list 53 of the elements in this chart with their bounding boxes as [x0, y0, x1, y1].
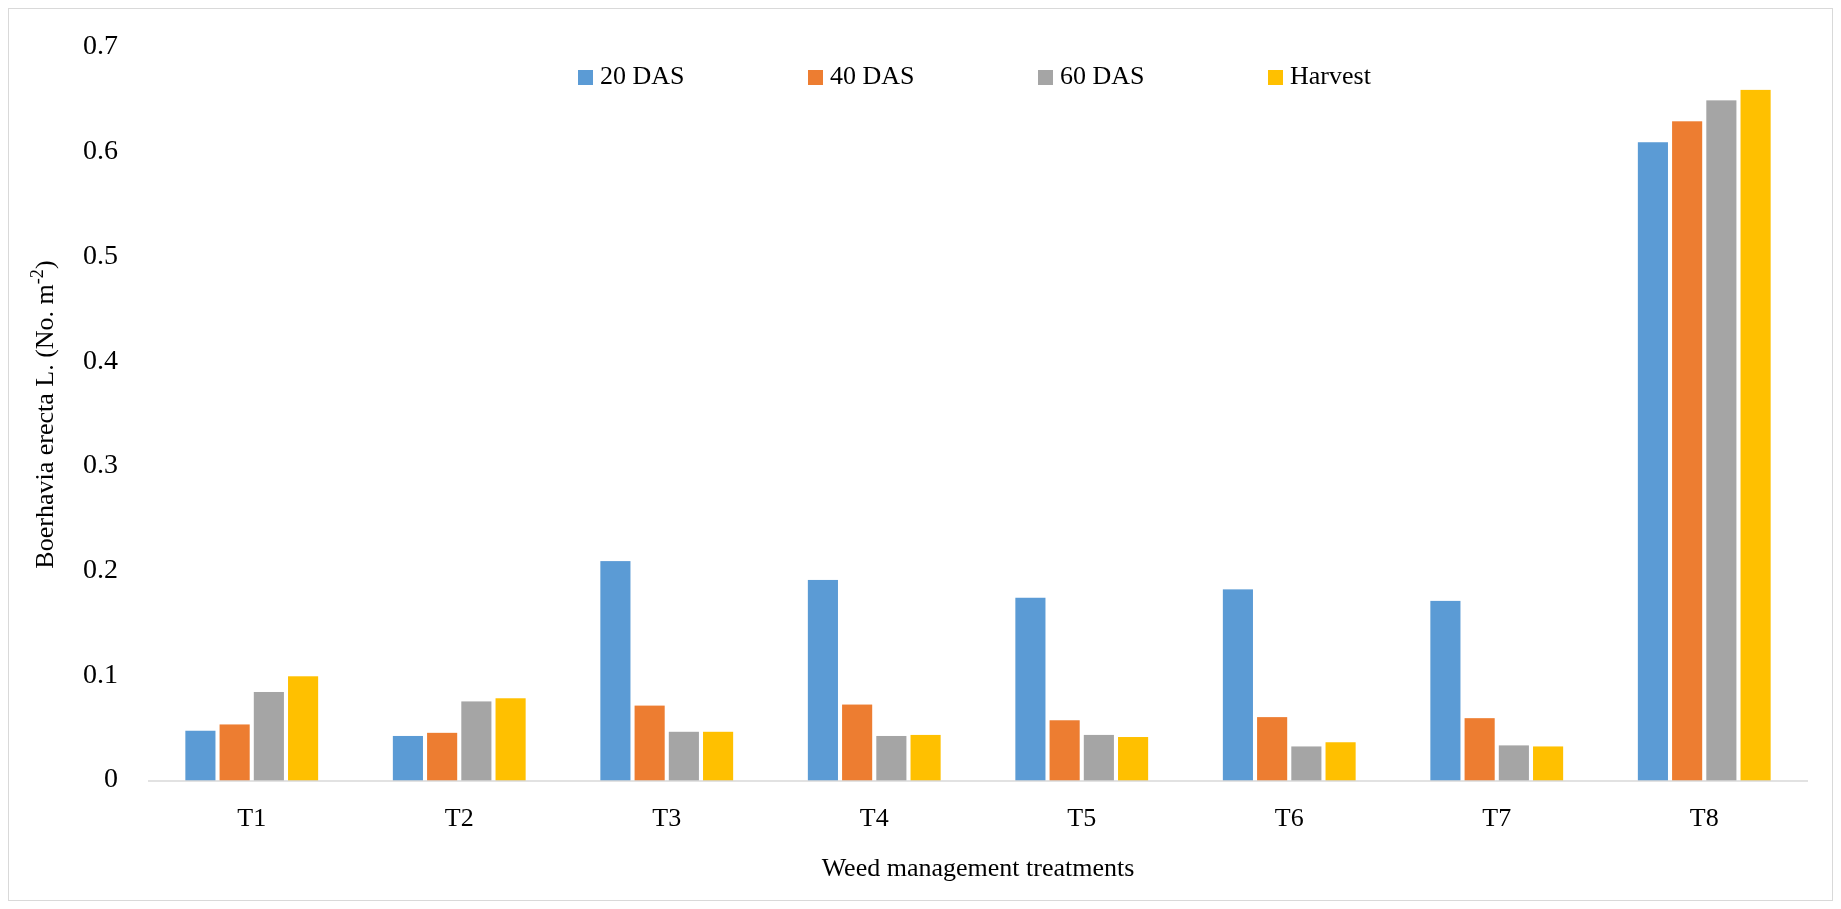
legend-label: Harvest — [1290, 60, 1372, 90]
bar — [1533, 746, 1564, 781]
bar — [288, 676, 319, 781]
x-tick-label: T3 — [652, 803, 682, 832]
bar — [253, 691, 284, 781]
x-tick-label: T4 — [859, 803, 889, 832]
bar — [1706, 100, 1737, 781]
x-tick-label: T5 — [1067, 803, 1097, 832]
y-tick-label: 0.1 — [83, 657, 118, 689]
bar — [1083, 734, 1114, 781]
legend-label: 20 DAS — [600, 60, 685, 90]
y-tick-label: 0.7 — [83, 29, 118, 61]
y-tick-label: 0.5 — [83, 238, 118, 270]
bar — [1049, 720, 1080, 781]
bar — [1325, 742, 1356, 781]
bar — [1672, 121, 1703, 781]
bar — [185, 730, 216, 781]
y-tick-label: 0 — [104, 762, 118, 794]
bar — [1291, 746, 1322, 781]
x-tick-label: T2 — [444, 803, 474, 832]
x-tick-label: T8 — [1689, 803, 1719, 832]
bar — [1498, 745, 1529, 781]
bar — [1430, 600, 1461, 781]
bar — [876, 735, 907, 781]
x-axis-title: Weed management treatments — [821, 853, 1135, 882]
bar — [807, 579, 838, 781]
bar — [1015, 597, 1046, 781]
bar — [600, 561, 631, 781]
x-tick-label: T7 — [1482, 803, 1512, 832]
bar — [1464, 718, 1495, 781]
y-tick-label: 0.3 — [83, 448, 118, 480]
bar — [842, 704, 873, 781]
bar — [634, 705, 665, 781]
bar — [910, 734, 941, 781]
bar — [1222, 589, 1253, 781]
bar — [392, 735, 423, 781]
legend-label: 60 DAS — [1060, 60, 1145, 90]
bar — [1257, 717, 1288, 781]
bar — [1637, 142, 1668, 781]
y-tick-label: 0.4 — [83, 343, 118, 375]
bar — [1740, 89, 1771, 781]
x-tick-label: T1 — [237, 803, 267, 832]
bar — [495, 698, 526, 781]
bar — [668, 731, 699, 781]
y-tick-label: 0.6 — [83, 134, 118, 166]
bar — [703, 731, 734, 781]
bar — [1118, 737, 1149, 781]
legend-label: 40 DAS — [830, 60, 915, 90]
bar — [427, 732, 458, 781]
bar — [219, 724, 250, 781]
x-tick-label: T6 — [1274, 803, 1304, 832]
bar — [461, 701, 492, 781]
y-tick-label: 0.2 — [83, 552, 118, 584]
